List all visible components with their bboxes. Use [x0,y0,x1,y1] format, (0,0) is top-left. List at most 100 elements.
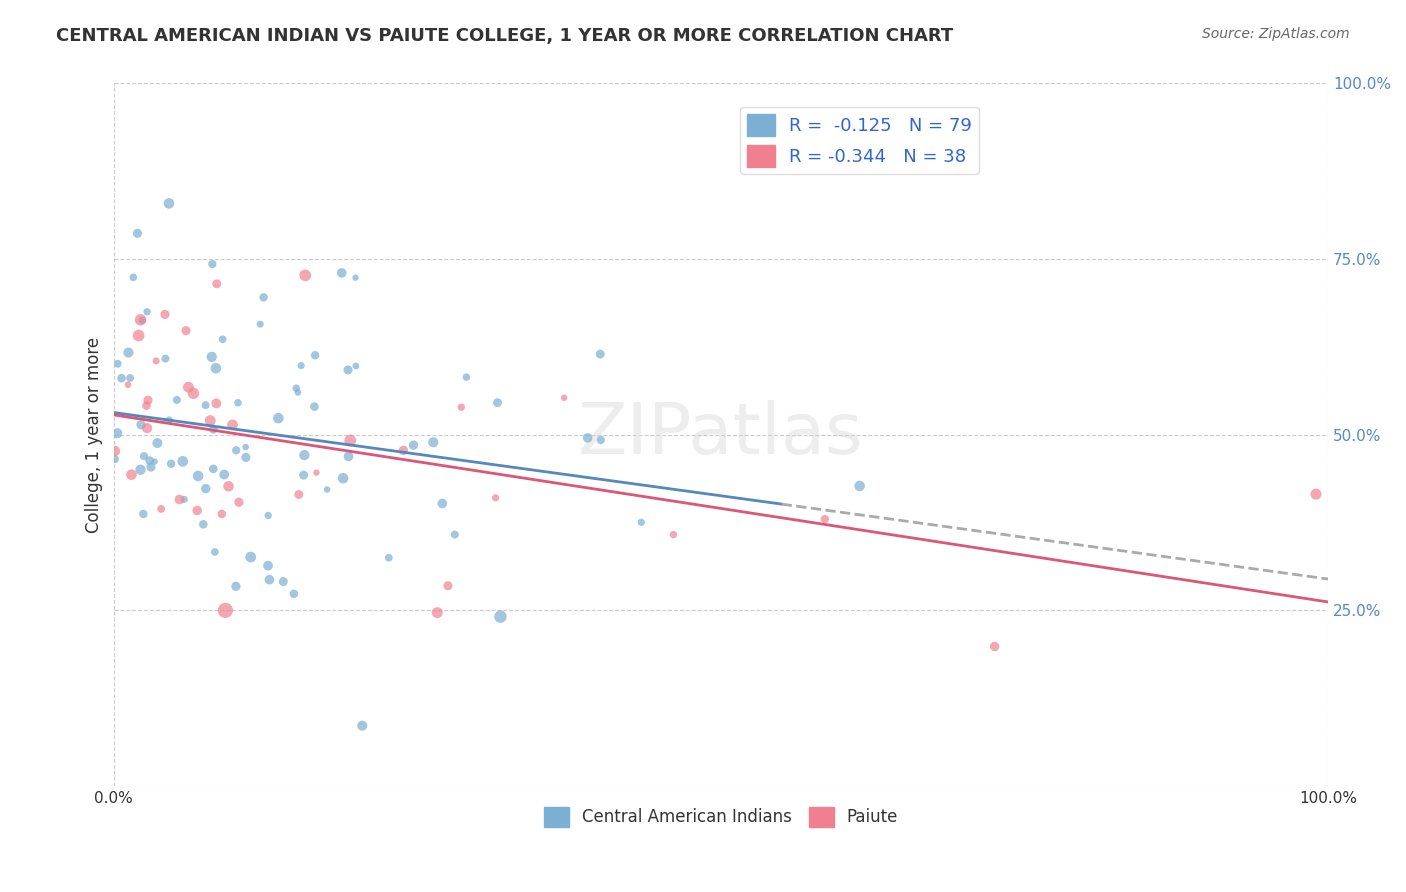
Point [249,317,271,331]
Y-axis label: College, 1 year or more: College, 1 year or more [86,336,103,533]
Point [339,434,361,448]
Point [352,719,374,733]
Point [304,400,326,414]
Point [166,392,188,407]
Text: Source: ZipAtlas.com: Source: ZipAtlas.com [1202,27,1350,41]
Point [122,270,145,285]
Point [553,391,575,405]
Point [402,438,425,452]
Point [169,492,191,507]
Point [127,227,149,241]
Point [157,196,180,211]
Point [155,351,177,366]
Point [201,257,224,271]
Point [1305,487,1327,501]
Point [157,413,180,427]
Point [489,609,512,624]
Point [252,290,274,304]
Point [392,443,415,458]
Point [589,433,612,447]
Point [576,431,599,445]
Legend: Central American Indians, Paiute: Central American Indians, Paiute [537,800,905,834]
Point [336,363,359,377]
Point [117,377,139,392]
Point [174,324,197,338]
Point [132,507,155,521]
Point [432,496,454,510]
Point [120,371,142,385]
Point [201,350,224,364]
Point [257,558,280,573]
Point [235,450,257,465]
Point [138,453,160,467]
Point [443,527,465,541]
Point [205,361,228,376]
Point [177,380,200,394]
Point [212,467,235,482]
Point [117,345,139,359]
Point [104,444,127,458]
Point [662,527,685,541]
Point [135,399,157,413]
Point [259,573,281,587]
Point [225,579,247,593]
Point [437,579,460,593]
Point [214,603,236,617]
Point [136,305,159,319]
Point [344,270,367,285]
Point [814,512,837,526]
Point [187,469,209,483]
Point [132,449,155,463]
Point [226,396,249,410]
Point [305,466,328,480]
Point [136,421,159,435]
Point [145,354,167,368]
Point [129,312,152,326]
Point [316,483,339,497]
Point [104,452,127,467]
Point [150,502,173,516]
Point [105,426,128,441]
Point [337,450,360,464]
Point [143,455,166,469]
Point [285,381,308,395]
Point [271,574,294,589]
Point [120,467,142,482]
Point [183,386,205,401]
Point [205,396,228,410]
Point [983,640,1005,654]
Point [456,370,478,384]
Point [235,440,257,454]
Point [290,359,312,373]
Text: ZIPatlas: ZIPatlas [578,401,863,469]
Point [486,395,509,409]
Point [304,348,326,362]
Point [194,482,217,496]
Point [426,606,449,620]
Point [332,471,354,485]
Point [848,479,870,493]
Point [202,462,225,476]
Point [146,436,169,450]
Point [239,550,262,565]
Point [292,468,315,483]
Point [287,385,309,400]
Point [211,332,233,346]
Point [228,495,250,509]
Point [630,516,652,530]
Point [129,463,152,477]
Point [330,266,353,280]
Point [221,417,243,432]
Point [172,454,194,468]
Point [193,517,215,532]
Point [344,359,367,373]
Point [186,503,208,517]
Point [484,491,506,505]
Point [194,398,217,412]
Point [204,545,226,559]
Point [378,550,401,565]
Point [160,457,183,471]
Point [294,268,316,283]
Point [292,448,315,462]
Point [422,435,444,450]
